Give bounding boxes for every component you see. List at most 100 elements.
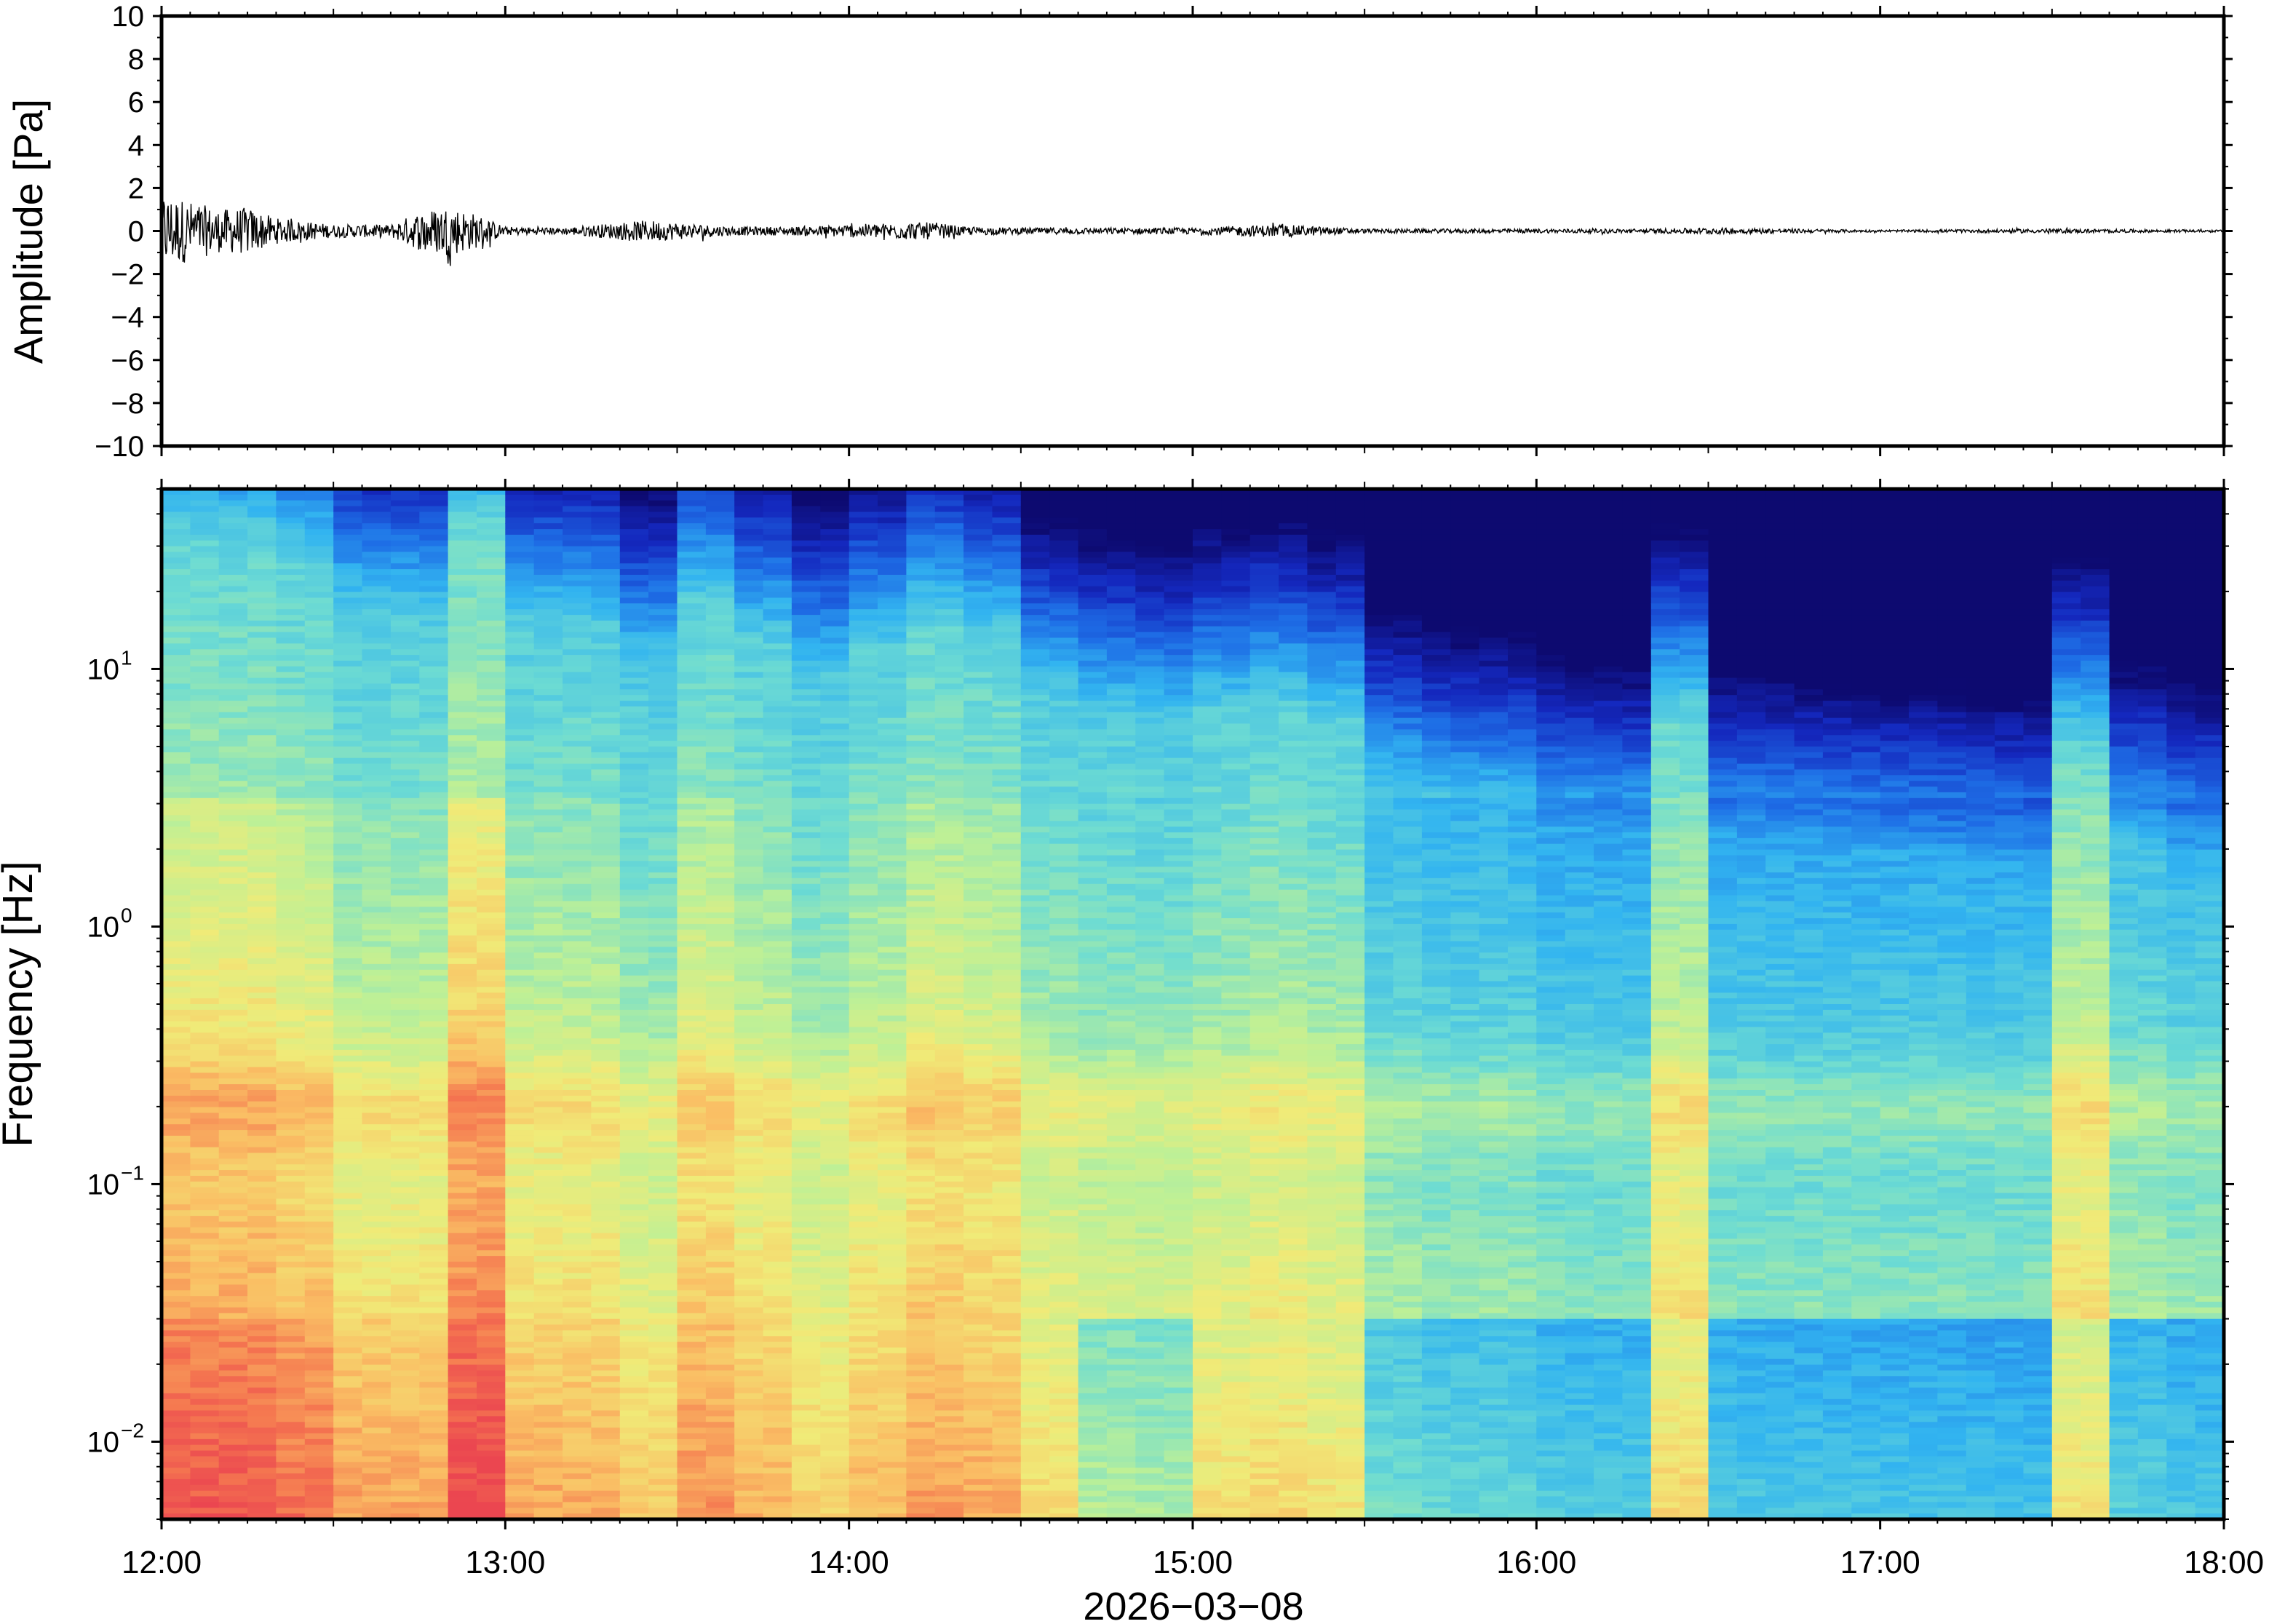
- spectrogram-cell: [505, 1198, 535, 1205]
- spectrogram-cell: [820, 1187, 850, 1194]
- spectrogram-cell: [419, 1502, 449, 1508]
- spectrogram-cell: [333, 557, 363, 564]
- spectrogram-cell: [878, 712, 907, 719]
- spectrogram-cell: [505, 1221, 535, 1228]
- spectrogram-cell: [419, 1348, 449, 1354]
- spectrogram-cell: [849, 1484, 878, 1492]
- spectrogram-cell: [820, 1227, 850, 1234]
- spectrogram-cell: [505, 837, 535, 845]
- spectrogram-cell: [162, 666, 191, 673]
- spectrogram-cell: [791, 1267, 821, 1274]
- spectrogram-cell: [648, 546, 678, 553]
- spectrogram-cell: [619, 803, 649, 811]
- spectrogram-cell: [362, 1382, 392, 1388]
- spectrogram-cell: [276, 832, 306, 839]
- spectrogram-cell: [648, 832, 678, 839]
- spectrogram-cell: [591, 803, 621, 811]
- spectrogram-cell: [763, 609, 792, 616]
- spectrogram-cell: [304, 1456, 334, 1462]
- spectrogram-cell: [619, 586, 649, 593]
- spectrogram-cell: [705, 546, 735, 553]
- spectrogram-cell: [906, 729, 936, 736]
- spectrogram-cell: [734, 1450, 764, 1457]
- spectrogram-cell: [190, 1193, 220, 1200]
- spectrogram-cell: [533, 809, 563, 816]
- spectrogram-cell: [705, 1198, 735, 1205]
- spectrogram-cell: [390, 597, 420, 604]
- spectrogram-cell: [677, 1438, 707, 1446]
- spectrogram-cell: [648, 729, 678, 736]
- spectrogram-cell: [563, 1078, 592, 1085]
- spectrogram-cell: [448, 603, 477, 610]
- spectrogram-cell: [648, 712, 678, 719]
- spectrogram-cell: [648, 1038, 678, 1045]
- amplitude-tick-label: −2: [111, 259, 144, 291]
- spectrogram-cell: [677, 1336, 707, 1342]
- spectrogram-cell: [448, 883, 477, 891]
- spectrogram-cell: [849, 677, 878, 685]
- spectrogram-cell: [162, 672, 191, 679]
- spectrogram-cell: [390, 1484, 420, 1492]
- spectrogram-cell: [247, 1278, 277, 1286]
- spectrogram-cell: [677, 661, 707, 667]
- spectrogram-cell: [791, 1112, 821, 1119]
- spectrogram-cell: [390, 1009, 420, 1016]
- spectrogram-cell: [304, 1290, 334, 1297]
- spectrogram-cell: [390, 912, 420, 919]
- spectrogram-cell: [505, 1004, 535, 1011]
- spectrogram-cell: [448, 517, 477, 524]
- spectrogram-cell: [333, 935, 363, 942]
- spectrogram-cell: [533, 677, 563, 685]
- spectrogram-cell: [533, 1027, 563, 1033]
- spectrogram-cell: [247, 923, 277, 931]
- spectrogram-cell: [705, 1221, 735, 1228]
- spectrogram-cell: [276, 1130, 306, 1137]
- spectrogram-cell: [849, 695, 878, 701]
- spectrogram-cell: [390, 489, 420, 495]
- spectrogram-cell: [362, 918, 392, 925]
- spectrogram-cell: [390, 701, 420, 707]
- spectrogram-cell: [162, 1388, 191, 1394]
- spectrogram-cell: [591, 837, 621, 845]
- spectrogram-cell: [477, 1468, 506, 1474]
- spectrogram-cell: [878, 723, 907, 730]
- spectrogram-cell: [162, 580, 191, 587]
- spectrogram-cell: [648, 1147, 678, 1154]
- spectrogram-cell: [849, 1262, 878, 1268]
- spectrogram-cell: [677, 1032, 707, 1039]
- spectrogram-cell: [648, 929, 678, 936]
- spectrogram-cell: [333, 1284, 363, 1291]
- spectrogram-cell: [533, 752, 563, 759]
- spectrogram-cell: [505, 506, 535, 513]
- spectrogram-cell: [304, 1216, 334, 1222]
- spectrogram-cell: [162, 552, 191, 558]
- spectrogram-cell: [820, 1015, 850, 1022]
- spectrogram-cell: [849, 597, 878, 604]
- spectrogram-cell: [619, 540, 649, 547]
- spectrogram-cell: [190, 837, 220, 845]
- spectrogram-cell: [820, 489, 850, 495]
- spectrogram-cell: [362, 717, 392, 725]
- spectrogram-cell: [791, 837, 821, 845]
- spectrogram-cell: [390, 1004, 420, 1011]
- spectrogram-cell: [648, 1170, 678, 1177]
- spectrogram-cell: [849, 1450, 878, 1457]
- spectrogram-cell: [276, 1428, 306, 1434]
- spectrogram-cell: [563, 1490, 592, 1497]
- spectrogram-cell: [505, 649, 535, 656]
- spectrogram-cell: [304, 1193, 334, 1200]
- spectrogram-cell: [734, 1273, 764, 1280]
- spectrogram-cell: [505, 963, 535, 971]
- spectrogram-cell: [820, 958, 850, 965]
- spectrogram-cell: [849, 1376, 878, 1382]
- spectrogram-cell: [648, 792, 678, 799]
- spectrogram-cell: [820, 666, 850, 673]
- spectrogram-cell: [763, 1324, 792, 1331]
- spectrogram-cell: [878, 992, 907, 999]
- spectrogram-cell: [190, 1468, 220, 1474]
- spectrogram-cell: [448, 1198, 477, 1205]
- spectrogram-cell: [247, 1078, 277, 1085]
- spectrogram-cell: [591, 506, 621, 513]
- spectrogram-cell: [276, 489, 306, 495]
- spectrogram-cell: [333, 655, 363, 661]
